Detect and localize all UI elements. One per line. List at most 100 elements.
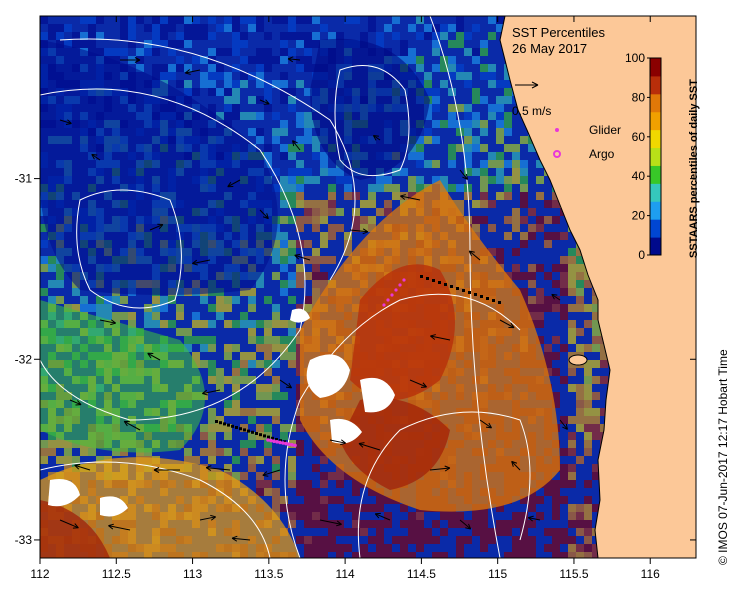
sst-pixel: [208, 64, 216, 72]
sst-pixel: [280, 504, 288, 512]
sst-pixel: [304, 480, 312, 488]
sst-pixel: [328, 520, 336, 528]
sst-pixel: [296, 280, 304, 288]
colorbar-segment: [650, 237, 661, 256]
sst-pixel: [104, 304, 112, 312]
sst-pixel: [88, 304, 96, 312]
sst-pixel: [72, 456, 80, 464]
sst-pixel: [272, 344, 280, 352]
sst-pixel: [256, 360, 264, 368]
sst-pixel: [496, 128, 504, 136]
sst-pixel: [552, 216, 560, 224]
sst-pixel: [112, 448, 120, 456]
sst-pixel: [456, 64, 464, 72]
sst-pixel: [464, 72, 472, 80]
sst-pixel: [296, 424, 304, 432]
sst-pixel: [264, 48, 272, 56]
sst-pixel: [56, 32, 64, 40]
current-arrow-head: [227, 181, 234, 188]
sst-pixel: [224, 48, 232, 56]
sst-pixel: [448, 120, 456, 128]
sst-pixel: [176, 328, 184, 336]
sst-pixel: [224, 408, 232, 416]
sst-pixel: [288, 464, 296, 472]
sst-pixel: [528, 544, 536, 552]
current-arrow: [232, 537, 251, 541]
sst-pixel: [568, 336, 576, 344]
sst-pixel: [576, 344, 584, 352]
sst-pixel: [56, 296, 64, 304]
sst-pixel: [448, 56, 456, 64]
sst-pixel: [264, 320, 272, 328]
sst-pixel: [256, 72, 264, 80]
sst-pixel: [208, 32, 216, 40]
sst-pixel: [168, 296, 176, 304]
sst-pixel: [568, 328, 576, 336]
sst-pixel: [376, 544, 384, 552]
sst-pixel: [304, 128, 312, 136]
current-arrow: [185, 69, 201, 74]
sst-pixel: [184, 24, 192, 32]
sst-pixel: [264, 408, 272, 416]
sst-pixel: [128, 40, 136, 48]
sst-pixel: [560, 448, 568, 456]
sst-pixel: [224, 400, 232, 408]
sst-pixel: [328, 200, 336, 208]
sst-pixel: [320, 512, 328, 520]
sst-pixel: [336, 224, 344, 232]
sst-pixel: [368, 504, 376, 512]
sst-pixel: [208, 320, 216, 328]
sst-pixel: [208, 72, 216, 80]
sst-pixel: [328, 224, 336, 232]
sst-pixel: [224, 320, 232, 328]
sst-pixel: [216, 112, 224, 120]
current-arrow-head: [123, 420, 130, 427]
current-arrow: [468, 250, 481, 261]
sst-pixel: [320, 544, 328, 552]
current-arrow: [551, 293, 561, 301]
sst-pixel: [304, 200, 312, 208]
current-arrow-head: [511, 460, 518, 467]
sst-pixel: [112, 48, 120, 56]
sst-pixel: [592, 360, 600, 368]
sst-pixel: [592, 408, 600, 416]
sst-pixel: [456, 544, 464, 552]
track-dot: [486, 297, 489, 300]
sst-pixel: [528, 144, 536, 152]
sst-pixel: [328, 528, 336, 536]
sst-pixel: [328, 192, 336, 200]
sst-pixel: [456, 512, 464, 520]
sst-pixel: [272, 408, 280, 416]
sst-pixel: [288, 336, 296, 344]
track-dot: [426, 277, 429, 280]
sst-pixel: [512, 536, 520, 544]
sst-pixel: [552, 304, 560, 312]
sst-pixel: [64, 456, 72, 464]
sst-pixel: [576, 424, 584, 432]
sst-pixel: [304, 240, 312, 248]
sst-pixel: [160, 64, 168, 72]
sst-pixel: [264, 296, 272, 304]
sst-pixel: [280, 192, 288, 200]
sst-pixel: [504, 552, 512, 558]
colorbar-segment: [650, 165, 661, 184]
sst-pixel: [560, 264, 568, 272]
sst-pixel: [248, 440, 256, 448]
sst-pixel: [264, 328, 272, 336]
sst-pixel: [584, 528, 592, 536]
sst-pixel: [472, 200, 480, 208]
current-arrow: [99, 319, 116, 324]
sst-pixel: [416, 184, 424, 192]
sst-pixel: [408, 520, 416, 528]
sst-pixel: [352, 528, 360, 536]
sst-pixel: [448, 184, 456, 192]
sst-pixel: [584, 360, 592, 368]
sst-pixel: [416, 32, 424, 40]
current-arrow: [147, 352, 161, 361]
y-tick-label: -32: [15, 352, 33, 366]
sst-pixel: [440, 528, 448, 536]
sst-pixel: [408, 56, 416, 64]
sst-pixel: [480, 168, 488, 176]
x-tick-label: 113.5: [254, 567, 283, 581]
sst-pixel: [296, 504, 304, 512]
